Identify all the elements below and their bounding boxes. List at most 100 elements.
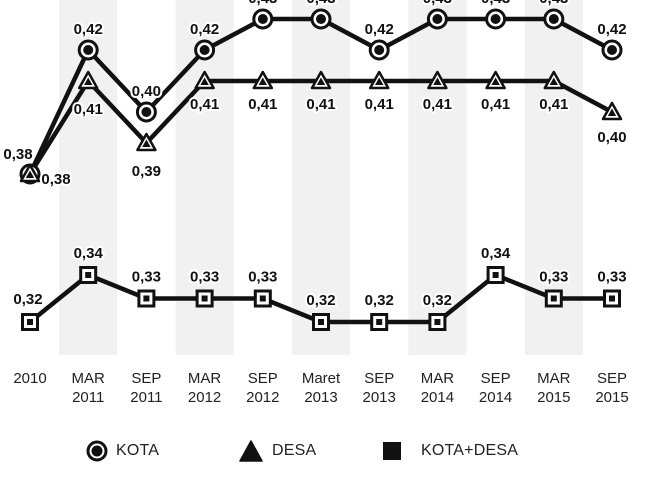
- point-core: [318, 319, 324, 325]
- point-kota-desa-8: [486, 266, 505, 284]
- square-marker-icon: [383, 442, 401, 460]
- point-dot: [316, 14, 326, 24]
- data-label-desa-6: 0,41: [365, 96, 394, 113]
- x-tick-line1: MAR: [537, 370, 571, 387]
- x-tick-line1: SEP: [131, 370, 161, 387]
- point-kota-desa-10: [603, 289, 621, 308]
- data-label-desa-1: 0,41: [74, 101, 103, 118]
- point-kota-5: [310, 8, 332, 30]
- data-label-kota-desa-0: 0,32: [13, 291, 42, 308]
- x-tick-6: SEP 2013: [363, 370, 396, 406]
- data-label-kota-desa-10: 0,33: [597, 269, 626, 286]
- legend-label-kota-desa: KOTA+DESA: [421, 442, 519, 459]
- x-tick-line1: Maret: [302, 370, 341, 387]
- point-kota-6: [368, 39, 390, 61]
- point-kota-4: [252, 8, 274, 30]
- x-tick-1: MAR 2011: [72, 370, 106, 406]
- x-tick-line2: 2011: [72, 389, 104, 406]
- x-tick-2: SEP 2011: [130, 370, 162, 406]
- point-core: [549, 77, 558, 85]
- data-label-kota-desa-8: 0,34: [481, 245, 511, 262]
- point-core: [433, 77, 442, 85]
- point-kota-desa-3: [195, 289, 214, 308]
- point-kota-desa-6: [370, 313, 389, 331]
- x-tick-9: MAR 2015: [537, 370, 571, 406]
- x-tick-line1: MAR: [421, 370, 455, 387]
- legend-item-desa: DESA: [238, 433, 316, 469]
- data-label-desa-7: 0,41: [423, 96, 452, 113]
- x-tick-line2: 2013: [304, 389, 337, 406]
- point-core: [27, 319, 33, 325]
- point-dot: [199, 45, 210, 55]
- point-kota-3: [194, 39, 216, 61]
- x-tick-line2: 2014: [479, 389, 512, 406]
- triangle-marker-icon: [239, 440, 263, 462]
- stripe-5: [292, 0, 350, 355]
- x-tick-line1: 2010: [13, 370, 46, 387]
- x-axis-ticks: 2010 MAR 2011 SEP 2011 MAR 2012 SEP 2012 Maret 201…: [13, 370, 628, 406]
- series-markers: [19, 8, 623, 331]
- point-kota-desa-4: [253, 289, 272, 308]
- point-core: [491, 77, 500, 85]
- legend-item-kota: KOTA: [86, 433, 159, 469]
- x-tick-line2: 2012: [188, 389, 221, 406]
- x-tick-7: MAR 2014: [421, 370, 455, 406]
- data-label-kota-8: 0,43: [481, 0, 510, 7]
- point-desa-0: [19, 163, 41, 183]
- point-desa-3: [194, 70, 215, 90]
- legend-item-kota-desa: KOTA+DESA: [381, 433, 518, 469]
- x-tick-line2: 2013: [363, 389, 396, 406]
- data-labels: 0,38 0,42 0,40 0,42 0,43 0,43 0,42 0,43 0,43 0,43…: [1, 0, 628, 311]
- point-desa-2: [136, 132, 157, 152]
- point-dot: [490, 14, 501, 24]
- x-tick-10: SEP 2015: [595, 370, 628, 406]
- data-label-desa-2: 0,39: [132, 163, 161, 180]
- point-kota-1: [77, 39, 99, 61]
- point-dot: [141, 107, 152, 117]
- x-tick-line1: SEP: [364, 370, 394, 387]
- point-kota-8: [485, 8, 507, 30]
- point-desa-9: [543, 70, 565, 90]
- data-label-kota-desa-4: 0,33: [248, 269, 277, 286]
- data-label-kota-desa-6: 0,32: [365, 292, 394, 309]
- data-label-desa-8: 0,41: [481, 96, 510, 113]
- point-kota-9: [543, 8, 565, 30]
- data-label-kota-desa-1: 0,34: [74, 245, 104, 262]
- data-label-kota-desa-3: 0,33: [190, 269, 219, 286]
- x-tick-line2: 2014: [421, 389, 454, 406]
- x-tick-0: 2010: [13, 370, 46, 387]
- data-label-kota-desa-9: 0,33: [539, 269, 568, 286]
- point-kota-desa-7: [428, 313, 447, 331]
- point-desa-5: [310, 70, 332, 90]
- data-label-kota-5: 0,43: [306, 0, 335, 7]
- data-label-kota-7: 0,43: [423, 0, 452, 7]
- x-tick-4: SEP 2012: [246, 370, 279, 406]
- point-dot: [374, 45, 385, 55]
- point-dot: [257, 14, 268, 24]
- data-label-kota-1: 0,42: [74, 21, 103, 38]
- point-desa-10: [601, 101, 623, 121]
- point-core: [550, 295, 557, 302]
- point-core: [258, 77, 267, 85]
- point-core: [143, 295, 150, 302]
- stripe-7: [408, 0, 467, 355]
- point-core: [25, 170, 35, 178]
- x-tick-line1: MAR: [188, 370, 222, 387]
- point-core: [607, 108, 617, 116]
- point-kota-desa-1: [79, 266, 98, 284]
- point-kota-desa-0: [21, 313, 39, 331]
- point-dot: [432, 14, 443, 24]
- point-kota-2: [135, 101, 157, 123]
- point-dot: [607, 45, 617, 55]
- point-kota-desa-2: [137, 289, 156, 308]
- data-label-desa-10: 0,40: [597, 129, 626, 146]
- point-core: [85, 272, 92, 278]
- point-desa-1: [77, 70, 99, 90]
- point-kota-desa-5: [312, 313, 330, 331]
- point-core: [200, 77, 209, 85]
- data-label-kota-10: 0,42: [597, 21, 626, 38]
- x-tick-line2: 2015: [537, 389, 570, 406]
- x-tick-line1: SEP: [597, 370, 627, 387]
- point-dot: [548, 14, 559, 24]
- data-label-kota-4: 0,43: [248, 0, 277, 7]
